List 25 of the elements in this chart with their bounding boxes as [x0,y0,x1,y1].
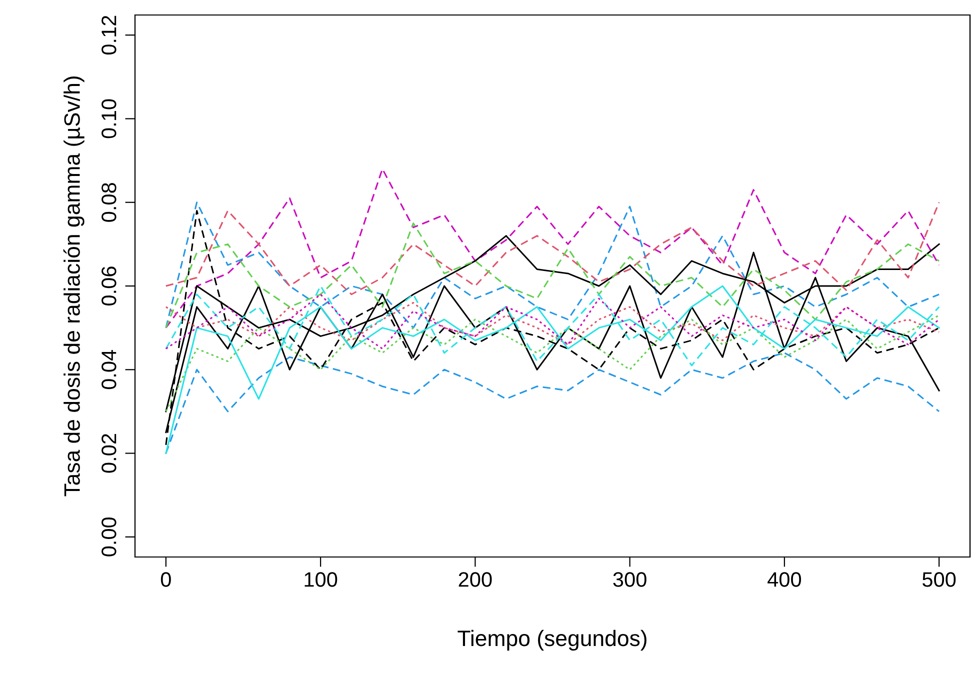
line-series [165,210,940,446]
y-tick-label: 0.12 [102,16,116,55]
y-tick-label: 0.04 [102,350,116,390]
x-axis-title: Tiempo (segundos) [458,630,646,651]
x-tick-label: 200 [458,572,492,587]
y-tick-label: 0.06 [102,266,116,306]
line-series [165,302,940,346]
x-tick-label: 400 [768,572,802,587]
line-series [165,294,940,350]
y-tick-label: 0.10 [102,99,116,138]
x-tick-label: 100 [304,572,338,587]
y-axis-title: Tasa de dosis de radiación gamma (µSv/h) [63,76,84,496]
line-series [165,202,940,296]
x-tick-label: 500 [922,572,956,587]
line-series [165,352,940,454]
line-series [165,285,940,454]
line-series [165,168,940,329]
line-series [165,202,940,329]
x-tick-label: 300 [613,572,646,587]
line-series [165,222,940,329]
line-series [165,314,940,412]
y-tick-label: 0.02 [102,434,116,473]
x-tick-label: 0 [160,572,171,587]
y-tick-label: 0.00 [102,517,116,556]
y-tick-label: 0.08 [102,182,116,222]
